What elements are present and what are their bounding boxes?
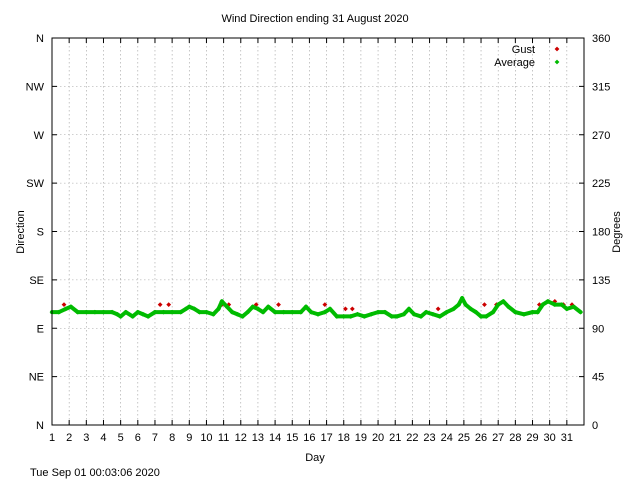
y-tick-label-right: 135 bbox=[592, 275, 610, 287]
chart-title: Wind Direction ending 31 August 2020 bbox=[221, 13, 408, 25]
x-tick-label: 22 bbox=[406, 432, 418, 444]
x-tick-label: 11 bbox=[218, 432, 229, 444]
legend-label-gust: Gust bbox=[512, 44, 535, 56]
y-tick-label-right: 0 bbox=[592, 420, 598, 432]
y-tick-label-right: 360 bbox=[592, 33, 610, 45]
x-tick-label: 4 bbox=[100, 432, 106, 444]
x-tick-label: 26 bbox=[475, 432, 487, 444]
x-tick-label: 8 bbox=[169, 432, 175, 444]
x-tick-label: 31 bbox=[561, 432, 573, 444]
y-tick-label-left: SW bbox=[26, 178, 44, 190]
x-tick-label: 27 bbox=[492, 432, 504, 444]
x-tick-label: 21 bbox=[389, 432, 401, 444]
x-tick-label: 13 bbox=[252, 432, 264, 444]
point-gust bbox=[61, 302, 67, 307]
x-tick-label: 30 bbox=[544, 432, 556, 444]
x-tick-label: 17 bbox=[320, 432, 332, 444]
x-tick-label: 5 bbox=[118, 432, 124, 444]
grid bbox=[52, 38, 584, 425]
x-tick-label: 23 bbox=[423, 432, 435, 444]
legend-label-average: Average bbox=[494, 57, 535, 69]
x-tick-label: 1 bbox=[49, 432, 55, 444]
legend-marker-gust bbox=[554, 46, 560, 52]
y-tick-label-left: N bbox=[36, 33, 44, 45]
x-tick-label: 10 bbox=[200, 432, 212, 444]
x-tick-label: 14 bbox=[269, 432, 281, 444]
y-tick-label-right: 45 bbox=[592, 372, 604, 384]
point-gust bbox=[276, 302, 281, 307]
point-gust bbox=[435, 306, 441, 312]
y-tick-label-right: 180 bbox=[592, 227, 610, 239]
x-tick-label: 15 bbox=[286, 432, 298, 444]
point-gust bbox=[343, 306, 348, 312]
point-gust bbox=[349, 306, 355, 312]
timestamp-footer: Tue Sep 01 00:03:06 2020 bbox=[30, 467, 160, 479]
y-tick-label-right: 270 bbox=[592, 130, 610, 142]
point-gust bbox=[166, 302, 172, 307]
y-tick-label-left: N bbox=[36, 420, 44, 432]
y-tick-label-right: 315 bbox=[592, 81, 610, 93]
x-tick-label: 2 bbox=[66, 432, 72, 444]
y-tick-label-left: NW bbox=[26, 81, 45, 93]
x-tick-label: 16 bbox=[303, 432, 315, 444]
x-tick-label: 19 bbox=[355, 432, 367, 444]
point-gust bbox=[157, 302, 163, 307]
x-tick-label: 18 bbox=[338, 432, 350, 444]
point-gust bbox=[322, 302, 328, 307]
y-tick-label-right: 225 bbox=[592, 178, 610, 190]
y-tick-label-left: SE bbox=[29, 275, 44, 287]
axis-ticks: 1 2 3 4 5 6 7 8 9 10 11 12 13 14 15 16 17 18 19 20 21 22 23 24 2… bbox=[26, 33, 611, 444]
x-tick-label: 3 bbox=[83, 432, 89, 444]
y-tick-label-left: E bbox=[37, 323, 44, 335]
y-axis-label-right: Degrees bbox=[611, 211, 623, 253]
x-tick-label: 29 bbox=[526, 432, 538, 444]
x-tick-label: 9 bbox=[186, 432, 192, 444]
x-axis-label: Day bbox=[305, 452, 325, 464]
x-tick-label: 6 bbox=[135, 432, 141, 444]
plot-frame bbox=[51, 37, 585, 426]
y-axis-label-left: Direction bbox=[15, 210, 27, 253]
y-tick-label-left: S bbox=[37, 227, 44, 239]
y-tick-label-right: 90 bbox=[592, 323, 604, 335]
y-tick-label-left: W bbox=[34, 130, 45, 142]
x-tick-label: 7 bbox=[152, 432, 158, 444]
legend-marker-average bbox=[554, 59, 560, 65]
x-tick-label: 28 bbox=[509, 432, 521, 444]
point-gust bbox=[552, 298, 558, 304]
x-tick-label: 12 bbox=[235, 432, 247, 444]
x-tick-label: 25 bbox=[458, 432, 470, 444]
point-gust bbox=[482, 302, 487, 307]
average-trace bbox=[571, 304, 583, 315]
x-tick-label: 20 bbox=[372, 432, 384, 444]
y-tick-label-left: NE bbox=[29, 372, 44, 384]
x-tick-label: 24 bbox=[441, 432, 453, 444]
data-points bbox=[49, 295, 583, 319]
